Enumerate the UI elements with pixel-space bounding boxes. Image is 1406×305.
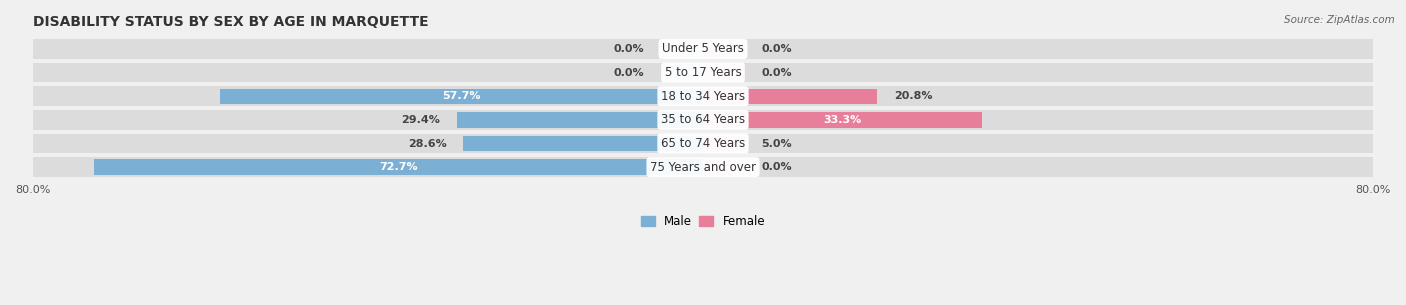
Text: 57.7%: 57.7% <box>441 91 481 101</box>
Text: 72.7%: 72.7% <box>380 162 418 172</box>
Bar <box>661 65 703 80</box>
Text: Source: ZipAtlas.com: Source: ZipAtlas.com <box>1284 15 1395 25</box>
Text: 29.4%: 29.4% <box>401 115 440 125</box>
Text: 5 to 17 Years: 5 to 17 Years <box>665 66 741 79</box>
Bar <box>32 134 1374 153</box>
Bar <box>32 110 1374 130</box>
Bar <box>703 160 745 175</box>
Text: 65 to 74 Years: 65 to 74 Years <box>661 137 745 150</box>
Text: 35 to 64 Years: 35 to 64 Years <box>661 113 745 126</box>
Text: 75 Years and over: 75 Years and over <box>650 161 756 174</box>
Bar <box>32 39 1374 59</box>
Bar <box>703 88 877 104</box>
Text: 5.0%: 5.0% <box>762 138 792 149</box>
Bar <box>464 136 703 151</box>
Text: 0.0%: 0.0% <box>762 162 792 172</box>
Text: 33.3%: 33.3% <box>824 115 862 125</box>
Bar <box>703 112 981 127</box>
Bar <box>703 65 745 80</box>
Text: 20.8%: 20.8% <box>894 91 932 101</box>
Bar <box>703 136 745 151</box>
Text: 0.0%: 0.0% <box>614 44 644 54</box>
Bar <box>32 86 1374 106</box>
Text: DISABILITY STATUS BY SEX BY AGE IN MARQUETTE: DISABILITY STATUS BY SEX BY AGE IN MARQU… <box>32 15 429 29</box>
Bar <box>32 157 1374 177</box>
Text: 0.0%: 0.0% <box>762 68 792 77</box>
Bar <box>661 41 703 57</box>
Text: Under 5 Years: Under 5 Years <box>662 42 744 56</box>
Text: 0.0%: 0.0% <box>614 68 644 77</box>
Text: 18 to 34 Years: 18 to 34 Years <box>661 90 745 103</box>
Text: 0.0%: 0.0% <box>762 44 792 54</box>
Bar <box>703 41 745 57</box>
Text: 28.6%: 28.6% <box>408 138 447 149</box>
Bar <box>457 112 703 127</box>
Bar <box>94 160 703 175</box>
Bar <box>32 63 1374 82</box>
Bar <box>219 88 703 104</box>
Legend: Male, Female: Male, Female <box>636 210 770 233</box>
